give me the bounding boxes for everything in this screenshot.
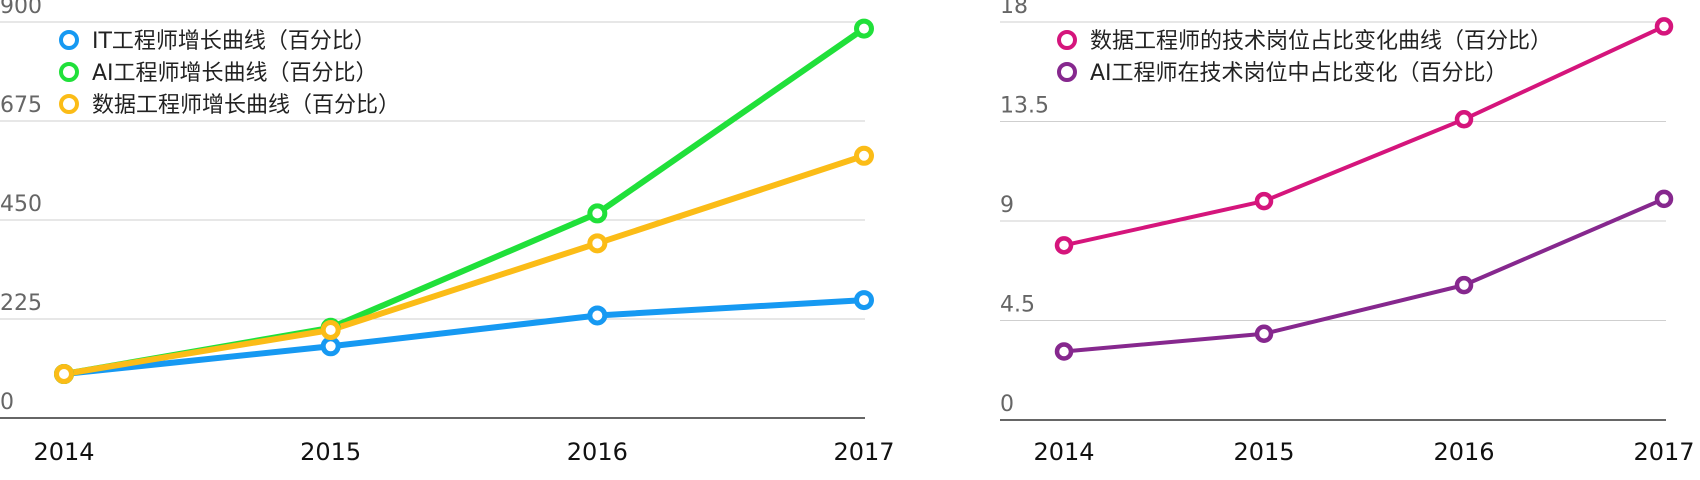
y-tick-label: 4.5 (1000, 293, 1035, 318)
legend-marker (59, 30, 79, 50)
data-point (854, 290, 874, 311)
legend-label: AI工程师在技术岗位中占比变化（百分比） (1090, 61, 1508, 86)
legend-marker (1057, 62, 1077, 82)
chart-panel-1: 0 225 450 675 900 2014 2015 2016 2017 IT工程师增长曲线（百… (0, 0, 895, 466)
x-tick-label: 2014 (33, 438, 94, 466)
series-line-3 (61, 152, 867, 377)
legend-marker (1057, 30, 1077, 50)
y-tick-label: 225 (0, 291, 42, 316)
y-tick-label: 9 (1000, 193, 1014, 218)
series-line-1 (61, 297, 867, 377)
series-line-2 (1062, 196, 1666, 354)
data-point (1254, 324, 1274, 344)
y-tick-label: 450 (0, 192, 42, 217)
data-point (1254, 191, 1274, 211)
data-point (587, 203, 608, 224)
x-tick-label: 2015 (1233, 438, 1294, 466)
data-point (587, 305, 608, 326)
x-tick-label: 2016 (567, 438, 628, 466)
legend-label: AI工程师增长曲线（百分比） (92, 61, 378, 86)
y-tick-label: 18 (1000, 0, 1028, 19)
x-tick-label: 2016 (1433, 438, 1494, 466)
data-point (1054, 342, 1074, 361)
y-tick-label: 0 (0, 390, 14, 415)
chart-panel-2: 0 4.5 9 13.5 18 2014 2015 2016 2017 数据工程师的技术岗位占比变… (1000, 0, 1695, 466)
data-point (1654, 189, 1674, 209)
y-tick-label: 675 (0, 93, 42, 118)
x-tick-label: 2015 (300, 438, 361, 466)
series-line-1 (1062, 24, 1666, 248)
data-point (54, 364, 74, 384)
data-point (587, 233, 608, 254)
legend-label: 数据工程师的技术岗位占比变化曲线（百分比） (1090, 29, 1552, 54)
x-tick-label: 2017 (833, 438, 894, 466)
data-point (1454, 275, 1474, 295)
data-point (320, 320, 341, 340)
data-point (854, 18, 874, 39)
data-point (1454, 110, 1474, 129)
legend-label: 数据工程师增长曲线（百分比） (92, 93, 400, 118)
data-point (854, 145, 874, 166)
data-point (1054, 236, 1074, 255)
x-tick-label: 2014 (1033, 438, 1094, 466)
x-tick-label: 2017 (1633, 438, 1694, 466)
y-tick-label: 13.5 (1000, 94, 1049, 119)
data-point (1654, 17, 1674, 36)
legend-marker (59, 62, 79, 82)
y-tick-label: 900 (0, 0, 42, 19)
data-point (320, 336, 341, 357)
legend-marker (59, 94, 79, 114)
legend-label: IT工程师增长曲线（百分比） (92, 29, 376, 54)
y-tick-label: 0 (1000, 392, 1014, 417)
